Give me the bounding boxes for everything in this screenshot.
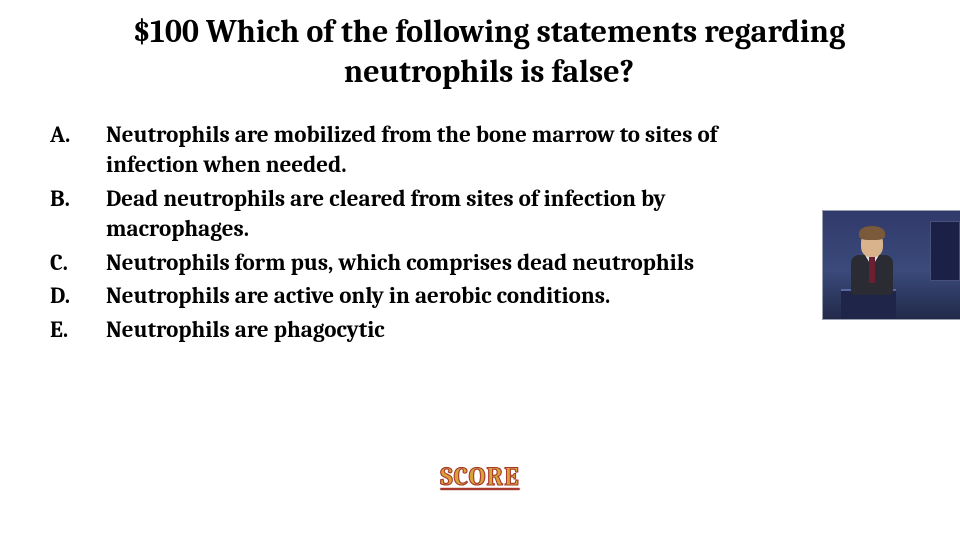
host-image <box>822 210 960 320</box>
score-link[interactable]: SCORE <box>0 462 960 492</box>
score-label: SCORE <box>440 462 519 492</box>
choice-c: C. Neutrophils form pus, which comprises… <box>50 248 810 278</box>
choice-letter: E. <box>50 315 106 345</box>
choice-text: Dead neutrophils are cleared from sites … <box>106 184 810 244</box>
backdrop-panel <box>930 221 960 281</box>
choice-letter: B. <box>50 184 106 214</box>
choice-letter: C. <box>50 248 106 278</box>
choice-letter: D. <box>50 281 106 311</box>
choice-text: Neutrophils form pus, which comprises de… <box>106 248 694 278</box>
choice-a: A. Neutrophils are mobilized from the bo… <box>50 120 810 180</box>
choice-text: Neutrophils are mobilized from the bone … <box>106 120 810 180</box>
content-row: A. Neutrophils are mobilized from the bo… <box>50 120 928 349</box>
question-title: $100 Which of the following statements r… <box>59 12 919 92</box>
choice-text: Neutrophils are active only in aerobic c… <box>106 281 610 311</box>
choice-text: Neutrophils are phagocytic <box>106 315 385 345</box>
answer-choices: A. Neutrophils are mobilized from the bo… <box>50 120 810 349</box>
choice-e: E. Neutrophils are phagocytic <box>50 315 810 345</box>
slide: $100 Which of the following statements r… <box>0 0 960 540</box>
choice-letter: A. <box>50 120 106 150</box>
host-thumbnail <box>822 210 960 320</box>
choice-b: B. Dead neutrophils are cleared from sit… <box>50 184 810 244</box>
host-hair <box>859 226 885 240</box>
host-tie <box>869 257 875 283</box>
choice-d: D. Neutrophils are active only in aerobi… <box>50 281 810 311</box>
